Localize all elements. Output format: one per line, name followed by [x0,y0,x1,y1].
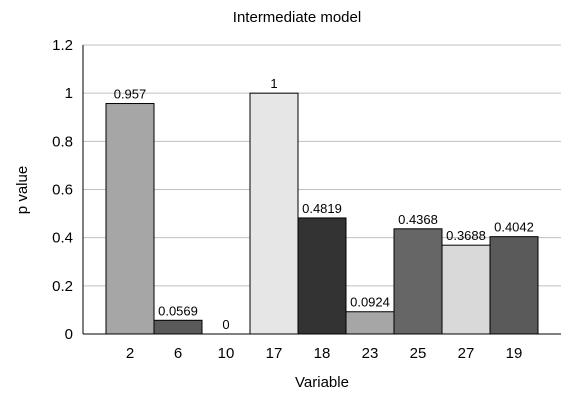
data-labels: 0.957 0.0569 0 1 0.4819 0.0924 0.4368 0.3688 0.4… [114,76,534,332]
data-label: 0.4042 [494,220,534,235]
chart-title: Intermediate model [233,9,361,26]
data-label: 0 [222,317,229,332]
x-tick-label: 23 [362,345,379,362]
y-tick-label: 0.4 [52,230,73,247]
x-tick-label: 19 [506,345,523,362]
bar-17 [249,92,299,335]
data-label: 0.957 [114,87,147,102]
bars [105,92,539,335]
x-tick-label: 6 [174,345,182,362]
x-tick-label: 17 [266,345,283,362]
y-tick-label: 0.2 [52,278,73,295]
bar-23 [345,311,395,335]
y-tick-label: 1 [65,85,73,102]
y-tick-label: 1.2 [52,37,73,54]
data-label: 0.0924 [350,295,390,310]
bar-6 [153,319,203,335]
y-tick-label: 0.8 [52,133,73,150]
y-tick-label: 0 [65,326,73,343]
data-label: 1 [270,76,277,91]
y-axis-label: p value [14,166,31,214]
bar-19 [489,236,539,335]
x-axis-label: Variable [295,374,349,391]
data-label: 0.0569 [158,303,198,318]
bar-25 [393,228,443,335]
y-axis-ticks: 0 0.2 0.4 0.6 0.8 1 1.2 [52,37,73,343]
bar-2 [105,103,155,335]
x-tick-label: 10 [218,345,235,362]
data-label: 0.4368 [398,212,438,227]
x-axis-ticks: 2 6 10 17 18 23 25 27 19 [126,345,523,362]
x-tick-label: 18 [314,345,331,362]
data-label: 0.3688 [446,228,486,243]
x-tick-label: 27 [458,345,475,362]
data-label: 0.4819 [302,201,342,216]
bar-27 [441,244,491,335]
x-tick-label: 2 [126,345,134,362]
bar-18 [297,217,347,335]
x-tick-label: 25 [410,345,427,362]
y-tick-label: 0.6 [52,182,73,199]
